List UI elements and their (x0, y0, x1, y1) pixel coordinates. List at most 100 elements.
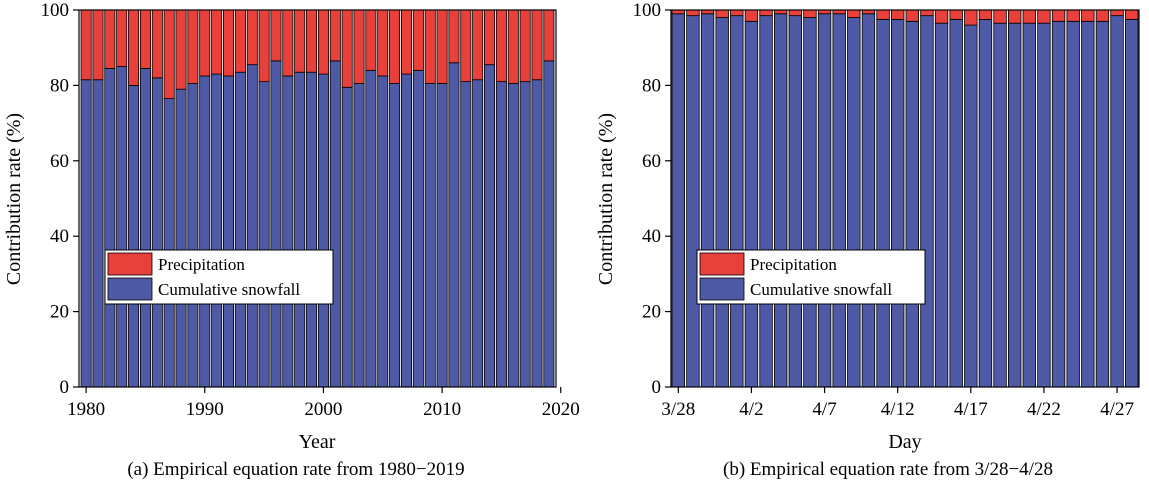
y-tick-label: 80 (642, 75, 661, 96)
bar-snowfall (949, 19, 963, 388)
x-tick-label: 2010 (423, 399, 461, 420)
bar-precipitation (484, 9, 496, 66)
x-axis-b: 3/28 4/2 4/7 4/12 4/17 4/22 4/27 (661, 387, 1134, 420)
bar-snowfall (543, 60, 555, 388)
legend-label: Cumulative snowfall (158, 280, 300, 299)
bar-precipitation (365, 9, 377, 71)
bar-precipitation (92, 9, 104, 81)
bar-precipitation (507, 9, 519, 84)
bar-precipitation (759, 9, 773, 17)
legend-swatch (107, 252, 153, 276)
bar-precipitation (163, 9, 175, 99)
bar-precipitation (211, 9, 223, 75)
bar-precipitation (1008, 9, 1022, 24)
bar-precipitation (199, 9, 211, 77)
bar-snowfall (199, 75, 211, 388)
bar-snowfall (686, 15, 700, 388)
y-tick-label: 20 (50, 302, 69, 323)
plot-frame-a (78, 9, 557, 388)
bar-snowfall (472, 79, 484, 388)
bar-snowfall (92, 79, 104, 388)
x-tick-label: 1990 (186, 399, 224, 420)
bar-precipitation (788, 9, 803, 17)
y-tick-label: 0 (652, 377, 662, 398)
bar-snowfall (507, 83, 519, 388)
legend-swatch (699, 252, 745, 276)
bar-snowfall (389, 83, 401, 388)
bar-snowfall (774, 13, 788, 388)
x-axis-title-b: Day (888, 431, 921, 453)
bar-precipitation (495, 9, 507, 83)
bar-snowfall (211, 73, 223, 388)
x-tick-label: 4/2 (739, 399, 763, 420)
bar-precipitation (294, 9, 306, 73)
bar-snowfall (700, 13, 715, 388)
bar-snowfall (1008, 22, 1022, 388)
y-tick-label: 60 (50, 151, 69, 172)
bar-precipitation (1095, 9, 1110, 22)
bar-precipitation (187, 9, 199, 84)
bar-precipitation (317, 9, 329, 75)
bar-precipitation (128, 9, 140, 86)
bar-snowfall (294, 71, 306, 388)
bar-precipitation (519, 9, 531, 83)
bar-snowfall (1066, 20, 1080, 388)
bar-precipitation (686, 9, 700, 17)
bar-snowfall (460, 81, 472, 388)
legend-label: Precipitation (750, 255, 837, 274)
bar-precipitation (306, 9, 318, 73)
bar-snowfall (377, 75, 389, 388)
y-tick-label: 100 (41, 0, 70, 21)
bar-snowfall (412, 69, 424, 388)
bar-snowfall (400, 73, 412, 388)
bar-snowfall (1051, 20, 1066, 388)
bar-snowfall (744, 20, 759, 388)
bar-precipitation (151, 9, 163, 79)
bar-precipitation (104, 9, 116, 69)
bar-precipitation (1037, 9, 1051, 24)
bar-snowfall (128, 85, 140, 388)
bar-snowfall (341, 86, 353, 388)
bar-snowfall (365, 69, 377, 388)
bar-precipitation (1110, 9, 1124, 17)
bar-snowfall (104, 68, 116, 388)
bar-precipitation (341, 9, 353, 88)
bar-precipitation (460, 9, 472, 83)
bar-precipitation (258, 9, 270, 83)
x-tick-label: 4/27 (1100, 399, 1134, 420)
bar-precipitation (175, 9, 187, 90)
bar-snowfall (80, 79, 92, 388)
bar-precipitation (543, 9, 555, 62)
bar-snowfall (317, 73, 329, 388)
bar-snowfall (715, 17, 729, 388)
bar-precipitation (234, 9, 246, 73)
bar-precipitation (116, 9, 128, 67)
x-tick-label: 4/17 (954, 399, 988, 420)
bar-snowfall (876, 19, 890, 388)
bars-b (671, 9, 1139, 388)
x-tick-label: 2020 (542, 399, 580, 420)
bar-snowfall (270, 60, 282, 388)
bar-snowfall (151, 77, 163, 388)
bar-precipitation (978, 9, 993, 20)
y-axis-title-a: Contribution rate (%) (3, 113, 25, 285)
x-axis-a: 1980 1990 2000 2010 2020 (67, 387, 580, 420)
bar-precipitation (329, 9, 341, 62)
bar-snowfall (803, 17, 817, 388)
bar-snowfall (116, 66, 128, 388)
bar-precipitation (803, 9, 817, 18)
bar-snowfall (187, 83, 199, 388)
bar-snowfall (246, 64, 258, 388)
legend-label: Precipitation (158, 255, 245, 274)
bar-snowfall (832, 13, 846, 388)
bar-snowfall (978, 19, 993, 388)
bar-precipitation (920, 9, 934, 17)
bar-snowfall (1037, 22, 1051, 388)
bar-snowfall (329, 60, 341, 388)
bar-precipitation (1081, 9, 1095, 22)
bar-snowfall (671, 13, 686, 388)
y-tick-label: 60 (642, 151, 661, 172)
bar-precipitation (282, 9, 294, 77)
